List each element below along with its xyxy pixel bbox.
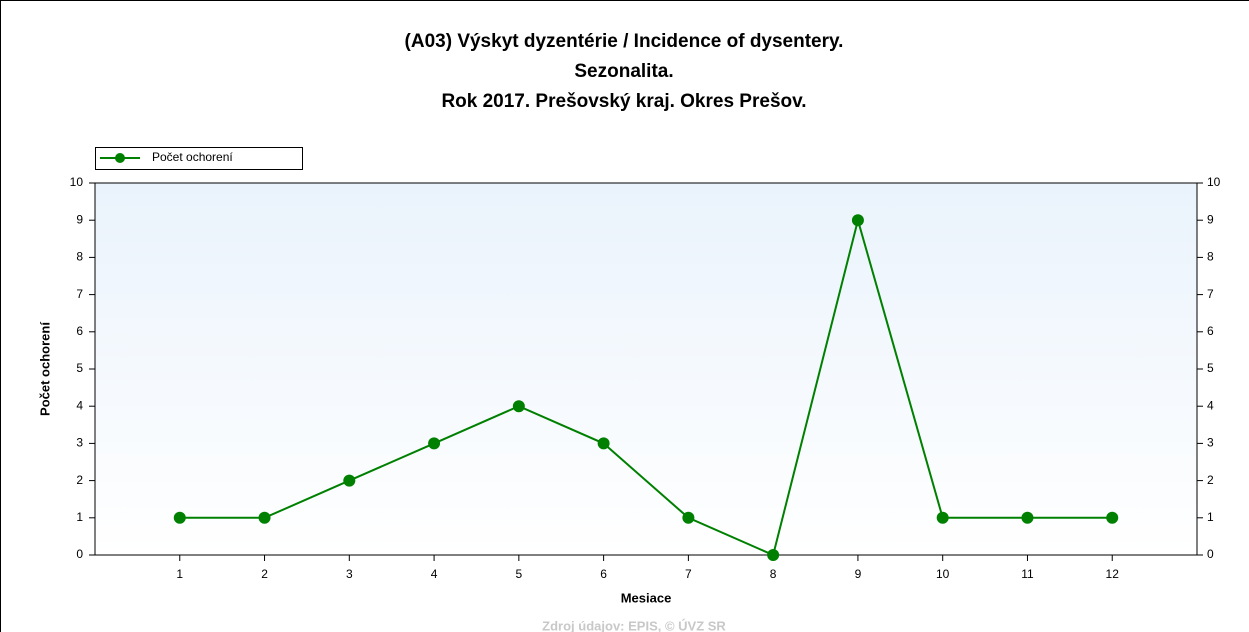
point — [258, 511, 271, 524]
y-tick-label: 8 — [76, 250, 83, 264]
y-tick-label: 1 — [76, 510, 83, 524]
point — [767, 549, 780, 561]
x-tick-label: 3 — [346, 567, 353, 581]
y-axis-title: Počet ochorení — [37, 322, 52, 416]
x-tick-label: 11 — [1021, 567, 1034, 581]
y-tick-label: 3 — [76, 436, 83, 450]
x-tick-label: 9 — [855, 567, 862, 581]
y-tick-label: 7 — [76, 287, 83, 301]
y2-tick-label: 10 — [1207, 175, 1221, 189]
plot-background — [95, 183, 1197, 555]
y-tick-label: 9 — [76, 212, 83, 226]
x-tick-label: 8 — [770, 567, 777, 581]
y-tick-label: 4 — [76, 398, 83, 412]
point — [682, 511, 695, 524]
legend-marker — [115, 153, 125, 163]
legend-label: Počet ochorení — [152, 150, 233, 164]
point — [936, 511, 949, 524]
y2-tick-label: 0 — [1207, 547, 1214, 561]
chart-subtitle: Rok 2017. Prešovský kraj. Okres Prešov. — [441, 91, 806, 112]
point — [428, 437, 441, 450]
y2-tick-label: 8 — [1207, 250, 1214, 264]
point — [173, 511, 186, 524]
y2-tick-label: 2 — [1207, 473, 1214, 487]
point — [343, 474, 356, 487]
y-tick-label: 2 — [76, 473, 83, 487]
point — [1106, 511, 1119, 524]
y2-tick-label: 5 — [1207, 361, 1214, 375]
point — [512, 400, 525, 413]
y2-tick-label: 1 — [1207, 510, 1214, 524]
x-axis-title: Mesiace — [621, 590, 672, 605]
y2-tick-label: 4 — [1207, 398, 1214, 412]
y-tick-label: 10 — [70, 175, 84, 189]
x-tick-label: 5 — [516, 567, 523, 581]
x-tick-label: 4 — [431, 567, 438, 581]
y2-tick-label: 6 — [1207, 324, 1214, 338]
y-tick-label: 0 — [76, 547, 83, 561]
series-line — [179, 216, 1113, 557]
point — [1021, 511, 1034, 524]
point — [851, 214, 864, 227]
x-tick-label: 7 — [685, 567, 692, 581]
x-tick-label: 10 — [936, 567, 950, 581]
y-tick-label: 5 — [76, 361, 83, 375]
x-tick-label: 2 — [261, 567, 268, 581]
x-tick-label: 1 — [176, 567, 183, 581]
y2-tick-label: 7 — [1207, 287, 1214, 301]
point — [597, 437, 610, 450]
y2-tick-label: 9 — [1207, 212, 1214, 226]
legend-box — [95, 147, 303, 170]
y2-tick-label: 3 — [1207, 436, 1214, 450]
chart-title: (A03) Výskyt dyzentérie / Incidence of d… — [405, 31, 844, 52]
x-tick-label: 6 — [600, 567, 607, 581]
source: Zdroj údajov: EPIS, © ÚVZ SR — [542, 618, 726, 632]
x-tick-label: 12 — [1106, 567, 1120, 581]
y-tick-label: 6 — [76, 324, 83, 338]
chart-subtitle: Sezonalita. — [574, 61, 673, 82]
